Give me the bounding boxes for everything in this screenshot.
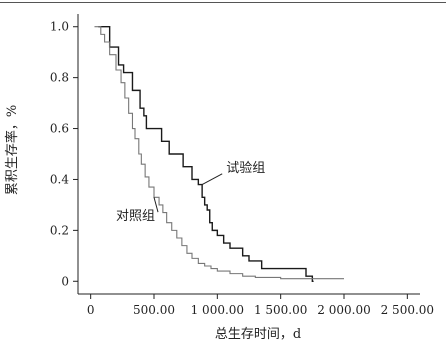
- annotation-label: 试验组: [226, 160, 265, 176]
- x-tick-label: 1 000.00: [191, 303, 244, 317]
- annotation-leader-line: [201, 173, 223, 185]
- y-tick-label: 0.8: [50, 71, 69, 85]
- tick-labels: 0 0.2 0.4 0.6 0.8 1.0 0 500.00 1 000.00 1 500.00 2…: [50, 20, 434, 317]
- y-tick-label: 0.2: [50, 223, 69, 237]
- y-tick-label: 0.4: [50, 172, 69, 186]
- annotation-label: 对照组: [116, 209, 155, 224]
- axes: [73, 14, 420, 299]
- annotation-leader-line: [153, 197, 159, 213]
- x-tick-label: 0: [87, 303, 95, 317]
- x-tick-label: 500.00: [133, 303, 175, 317]
- x-tick-label: 1 500.00: [254, 303, 307, 317]
- series-line-control: [94, 26, 344, 280]
- top-rule: [0, 2, 446, 3]
- x-tick-label: 2 500.00: [381, 303, 434, 317]
- x-tick-label: 2 000.00: [317, 303, 370, 317]
- series-lines: [94, 26, 344, 282]
- y-tick-label: 0.6: [50, 122, 69, 136]
- y-tick-label: 1.0: [50, 20, 69, 34]
- y-tick-label: 0: [61, 274, 69, 288]
- x-axis-label: 总生存时间，d: [215, 327, 301, 342]
- series-line-experimental: [98, 26, 314, 282]
- y-axis-label: 累积生存率，%: [4, 105, 20, 195]
